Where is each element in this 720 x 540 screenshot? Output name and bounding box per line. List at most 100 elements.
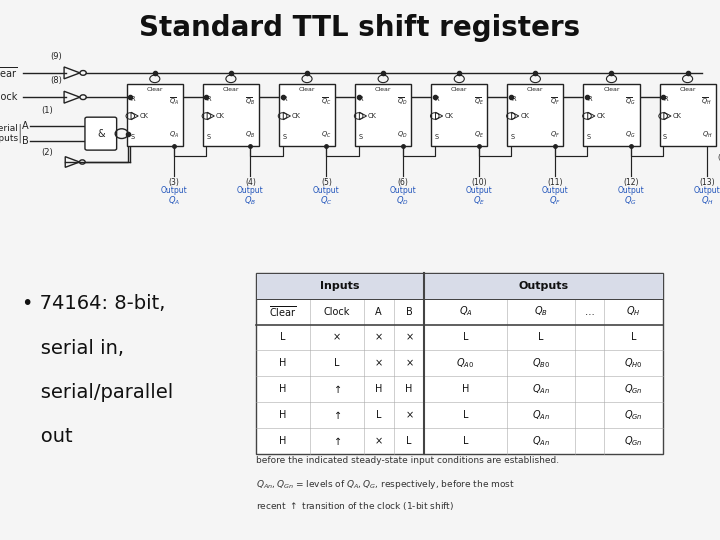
Text: L: L bbox=[280, 333, 285, 342]
Text: R: R bbox=[207, 96, 211, 102]
Bar bbox=[583, 84, 639, 146]
Text: $\uparrow$: $\uparrow$ bbox=[332, 383, 341, 395]
Text: recent $\uparrow$ transition of the clock (1-bit shift): recent $\uparrow$ transition of the cloc… bbox=[256, 500, 454, 511]
Text: $\overline{Q}$$_E$: $\overline{Q}$$_E$ bbox=[474, 96, 484, 107]
Bar bbox=[431, 84, 487, 146]
Text: Clear: Clear bbox=[375, 87, 392, 92]
Text: out: out bbox=[22, 427, 72, 446]
Text: H: H bbox=[462, 384, 469, 394]
Text: CK: CK bbox=[216, 113, 225, 119]
Text: H: H bbox=[279, 359, 287, 368]
Text: R: R bbox=[587, 96, 592, 102]
Text: S: S bbox=[511, 134, 515, 140]
Text: Inputs: Inputs bbox=[320, 281, 359, 291]
Text: $\overline{Q}$$_G$: $\overline{Q}$$_G$ bbox=[626, 96, 636, 107]
Text: Clock: Clock bbox=[323, 307, 350, 316]
Text: before the indicated steady-state input conditions are established.: before the indicated steady-state input … bbox=[256, 456, 559, 465]
Text: $\overline{\rm Clear}$: $\overline{\rm Clear}$ bbox=[0, 65, 18, 80]
Text: L: L bbox=[463, 410, 468, 420]
Text: serial in,: serial in, bbox=[22, 339, 124, 357]
Text: $Q_{An}$: $Q_{An}$ bbox=[532, 408, 550, 422]
Text: H: H bbox=[279, 410, 287, 420]
Text: $Q_{B}$: $Q_{B}$ bbox=[246, 130, 256, 140]
Text: $\overline{Q}$$_A$: $\overline{Q}$$_A$ bbox=[169, 96, 179, 107]
Text: $Q_{An}$: $Q_{An}$ bbox=[532, 434, 550, 448]
Text: $\times$: $\times$ bbox=[374, 436, 383, 447]
Text: $Q_{E}$: $Q_{E}$ bbox=[474, 130, 484, 140]
Text: (8): (8) bbox=[50, 76, 62, 85]
Text: R: R bbox=[663, 96, 667, 102]
Text: A: A bbox=[375, 307, 382, 316]
Bar bbox=[256, 273, 424, 299]
Text: Standard TTL shift registers: Standard TTL shift registers bbox=[140, 14, 580, 42]
Text: R: R bbox=[359, 96, 364, 102]
Text: $Q_{Gn}$: $Q_{Gn}$ bbox=[624, 434, 643, 448]
Text: $Q_{An}$: $Q_{An}$ bbox=[532, 382, 550, 396]
Bar bbox=[424, 273, 663, 299]
Text: Outputs: Outputs bbox=[518, 281, 569, 291]
Text: H: H bbox=[279, 384, 287, 394]
Text: $\times$: $\times$ bbox=[332, 332, 341, 343]
Text: R: R bbox=[511, 96, 516, 102]
Text: CK: CK bbox=[368, 113, 377, 119]
Text: $\overline{Q}$$_C$: $\overline{Q}$$_C$ bbox=[321, 96, 331, 107]
Text: $Q_F$: $Q_F$ bbox=[549, 195, 561, 207]
Text: Output: Output bbox=[693, 186, 720, 195]
Text: L: L bbox=[376, 410, 382, 420]
Text: $Q_C$: $Q_C$ bbox=[320, 195, 333, 207]
Text: $Q_D$: $Q_D$ bbox=[396, 195, 409, 207]
Text: Output: Output bbox=[313, 186, 340, 195]
Text: Output: Output bbox=[541, 186, 568, 195]
Text: $Q_{D}$: $Q_{D}$ bbox=[397, 130, 408, 140]
Text: $\times$: $\times$ bbox=[374, 358, 383, 369]
Text: S: S bbox=[359, 134, 363, 140]
Text: $Q_{G}$: $Q_{G}$ bbox=[626, 130, 636, 140]
Text: $\times$: $\times$ bbox=[374, 332, 383, 343]
Text: $Q_E$: $Q_E$ bbox=[472, 195, 485, 207]
Text: Clear: Clear bbox=[299, 87, 315, 92]
Text: $Q_{B0}$: $Q_{B0}$ bbox=[532, 356, 550, 370]
Text: $Q_{H}$: $Q_{H}$ bbox=[701, 130, 712, 140]
Text: S: S bbox=[435, 134, 439, 140]
Text: $Q_{C}$: $Q_{C}$ bbox=[321, 130, 331, 140]
Text: $Q_G$: $Q_G$ bbox=[624, 195, 637, 207]
Text: $Q_{A0}$: $Q_{A0}$ bbox=[456, 356, 474, 370]
Text: A: A bbox=[22, 121, 29, 131]
Text: R: R bbox=[435, 96, 439, 102]
Text: $Q_{F}$: $Q_{F}$ bbox=[550, 130, 560, 140]
Text: CK: CK bbox=[292, 113, 301, 119]
Text: Clear: Clear bbox=[147, 87, 163, 92]
Text: L: L bbox=[463, 436, 468, 446]
Text: Output: Output bbox=[161, 186, 188, 195]
Bar bbox=[127, 84, 183, 146]
Text: CK: CK bbox=[521, 113, 529, 119]
Text: $\overline{Q}$$_H$: $\overline{Q}$$_H$ bbox=[701, 96, 712, 107]
Text: S: S bbox=[207, 134, 210, 140]
Text: $Q_H$: $Q_H$ bbox=[701, 195, 714, 207]
Bar bbox=[355, 84, 411, 146]
Text: L: L bbox=[539, 333, 544, 342]
Text: (Serial output): (Serial output) bbox=[718, 153, 720, 160]
Text: Output: Output bbox=[465, 186, 492, 195]
Text: L: L bbox=[631, 333, 636, 342]
Text: H: H bbox=[279, 436, 287, 446]
Text: $Q_A$: $Q_A$ bbox=[168, 195, 180, 207]
Text: Output: Output bbox=[237, 186, 264, 195]
Text: B: B bbox=[22, 137, 29, 146]
Text: Serial
inputs: Serial inputs bbox=[0, 124, 18, 143]
Text: (3): (3) bbox=[168, 178, 180, 187]
Text: (6): (6) bbox=[397, 178, 408, 187]
Text: $Q_{H0}$: $Q_{H0}$ bbox=[624, 356, 643, 370]
Text: serial/parallel: serial/parallel bbox=[22, 383, 173, 402]
Bar bbox=[660, 84, 716, 146]
Text: CK: CK bbox=[596, 113, 606, 119]
Text: $\uparrow$: $\uparrow$ bbox=[332, 435, 341, 447]
Text: R: R bbox=[282, 96, 287, 102]
Text: H: H bbox=[375, 384, 382, 394]
Text: L: L bbox=[406, 436, 412, 446]
Text: &: & bbox=[97, 129, 104, 139]
Text: Clear: Clear bbox=[527, 87, 544, 92]
Text: $Q_{Gn}$: $Q_{Gn}$ bbox=[624, 408, 643, 422]
Text: $\overline{Q}$$_D$: $\overline{Q}$$_D$ bbox=[397, 96, 408, 107]
Text: (13): (13) bbox=[699, 178, 715, 187]
